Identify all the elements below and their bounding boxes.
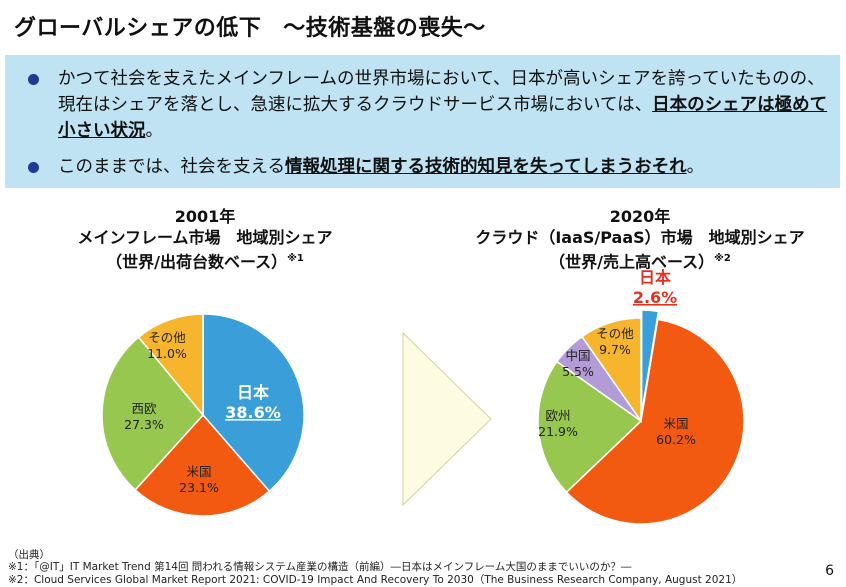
chart-2-slice-2 — [565, 318, 745, 525]
bullet-dot-icon — [28, 162, 39, 173]
chart-1-label-4: その他 — [148, 330, 186, 345]
chart-2-value-3: 21.9% — [538, 424, 578, 439]
chart-2-value-2: 60.2% — [656, 432, 696, 447]
title-sub: ～技術基盤の喪失～ — [283, 16, 486, 41]
chart-1-heading: メインフレーム市場 地域別シェア — [77, 228, 333, 247]
chart-1-slice-1 — [202, 313, 305, 493]
footnote-1: ※1：「@IT」IT Market Trend 第14回 問われる情報システム産… — [8, 561, 632, 573]
chart-2-heading: クラウド（IaaS/PaaS）市場 地域別シェア — [475, 228, 805, 247]
arrow-triangle — [402, 331, 492, 507]
chart-1-slice-2 — [134, 413, 271, 517]
bullet-dot-icon — [28, 74, 39, 85]
title-main: グローバルシェアの低下 — [14, 16, 262, 41]
chart-2-note-mark: ※2 — [714, 253, 731, 264]
bullet-2-emphasis: 情報処理に関する技術的知見を失ってしまうおそれ — [284, 157, 687, 177]
bullet-2-post: 。 — [686, 157, 705, 177]
chart-2-label-4: 中国 — [565, 348, 590, 363]
chart-1-slice-4 — [137, 313, 204, 418]
chart-1-label-1: 日本 — [237, 383, 269, 402]
bullet-1: かつて社会を支えたメインフレームの世界市場において、日本が高いシェアを誇っていた… — [28, 66, 838, 144]
chart-1-value-2: 23.1% — [179, 480, 219, 495]
chart-2-slice-5 — [580, 317, 642, 424]
chart-2-label-2: 米国 — [663, 416, 688, 431]
chart-1-label-3: 西欧 — [131, 401, 157, 416]
bullet-1-pre: かつて社会を支えたメインフレームの世界市場において、日本が高いシェアを誇っていた… — [58, 69, 825, 115]
chart-2-label-3: 欧州 — [545, 408, 570, 423]
bullet-2-text: このままでは、社会を支える情報処理に関する技術的知見を失ってしまうおそれ。 — [58, 154, 838, 180]
chart-1-slice-3 — [101, 336, 204, 491]
bullet-1-text: かつて社会を支えたメインフレームの世界市場において、日本が高いシェアを誇っていた… — [58, 66, 838, 144]
chart-2-label-1: 日本 — [639, 268, 671, 287]
chart-2-label-5: その他 — [596, 326, 634, 341]
chart-1-year: 2001年 — [174, 207, 236, 226]
chart-1-value-1: 38.6% — [225, 403, 281, 422]
chart-1-label-2: 米国 — [186, 464, 211, 479]
bullet-2: このままでは、社会を支える情報処理に関する技術的知見を失ってしまうおそれ。 — [28, 154, 838, 180]
chart-1-note-mark: ※1 — [287, 253, 304, 264]
chart-1-basis: （世界/出荷台数ベース）※1 — [106, 252, 304, 272]
chart-1-value-4: 11.0% — [147, 346, 187, 361]
bullet-2-pre: このままでは、社会を支える — [58, 157, 285, 177]
chart-2-value-5: 9.7% — [599, 342, 631, 357]
chart-2-value-4: 5.5% — [562, 364, 594, 379]
chart-1-title: 2001年 メインフレーム市場 地域別シェア （世界/出荷台数ベース）※1 — [40, 206, 370, 272]
summary-banner — [5, 55, 840, 188]
chart-2-slice-3 — [537, 360, 643, 494]
chart-2-title: 2020年 クラウド（IaaS/PaaS）市場 地域別シェア （世界/売上高ベー… — [440, 206, 840, 272]
bullet-1-emphasis: 日本のシェアは極めて小さい状況 — [58, 95, 828, 141]
chart-1-value-3: 27.3% — [124, 417, 164, 432]
bullet-1-post: 。 — [145, 121, 164, 141]
chart-2-basis: （世界/売上高ベース）※2 — [549, 252, 731, 272]
footnote-2: ※2：Cloud Services Global Market Report 2… — [8, 574, 743, 586]
chart-2-value-1: 2.6% — [633, 288, 677, 307]
page-title: グローバルシェアの低下 ～技術基盤の喪失～ — [14, 10, 486, 42]
chart-2-year: 2020年 — [609, 207, 671, 226]
page-number: 6 — [825, 563, 834, 579]
footnote-heading: （出典） — [8, 549, 50, 561]
